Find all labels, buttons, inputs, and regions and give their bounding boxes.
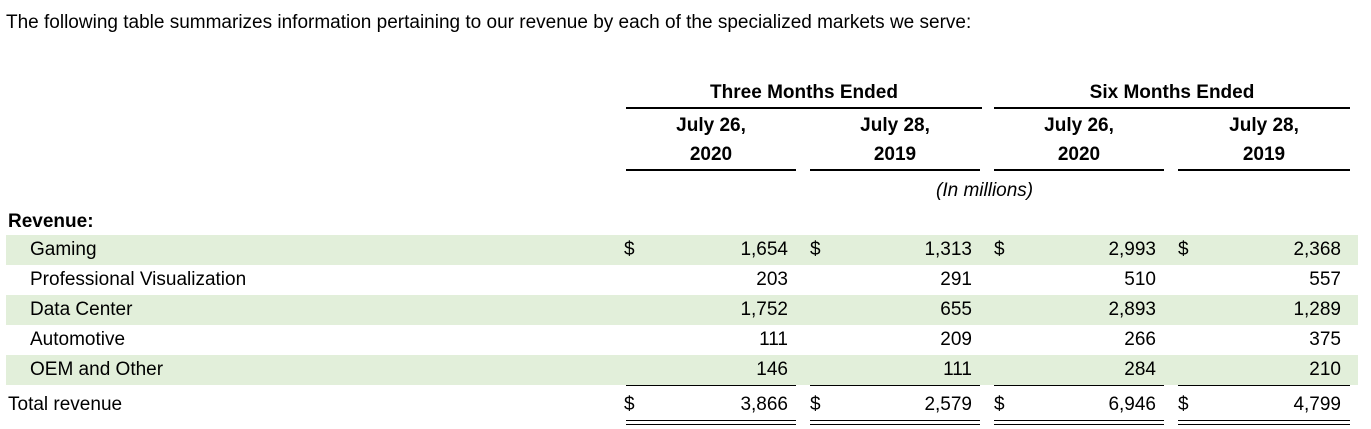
section-label-revenue: Revenue: bbox=[8, 211, 94, 232]
cell-value: 209 bbox=[940, 329, 972, 350]
subtotal-rule bbox=[626, 385, 796, 386]
cell-value: 375 bbox=[1309, 329, 1341, 350]
currency-symbol: $ bbox=[810, 394, 821, 415]
intro-text: The following table summarizes informati… bbox=[6, 12, 972, 33]
cell-value: 284 bbox=[1124, 359, 1156, 380]
column-header-line2: 2020 bbox=[689, 144, 733, 165]
cell-value: 1,752 bbox=[740, 299, 788, 320]
cell-value: 2,579 bbox=[924, 394, 972, 415]
row-label: Professional Visualization bbox=[30, 269, 247, 290]
column-rule bbox=[994, 169, 1164, 171]
column-header-q-2019: July 28, 2019 bbox=[810, 111, 980, 169]
table-row-automotive: Automotive 111 209 266 375 bbox=[6, 325, 1358, 355]
cell-value: 3,866 bbox=[740, 394, 788, 415]
column-header-ytd-2020: July 26, 2020 bbox=[994, 111, 1164, 169]
column-header-line2: 2019 bbox=[1242, 144, 1286, 165]
table-row-oem-and-other: OEM and Other 146 111 284 210 bbox=[6, 355, 1358, 385]
cell-value: 111 bbox=[943, 359, 972, 380]
currency-symbol: $ bbox=[624, 394, 635, 415]
table-row-gaming: Gaming $ 1,654 $ 1,313 $ 2,993 $ 2,368 bbox=[6, 235, 1358, 265]
group-header-six-months: Six Months Ended bbox=[1089, 82, 1255, 103]
column-header-line1: July 28, bbox=[1229, 115, 1299, 136]
cell-value: 2,993 bbox=[1108, 239, 1156, 260]
column-header-line1: July 26, bbox=[676, 115, 746, 136]
column-header-q-2020: July 26, 2020 bbox=[626, 111, 796, 169]
cell-value: 111 bbox=[759, 329, 788, 350]
row-label: Gaming bbox=[30, 239, 97, 260]
currency-symbol: $ bbox=[994, 394, 1005, 415]
units-label: (In millions) bbox=[936, 180, 1034, 201]
currency-symbol: $ bbox=[994, 239, 1005, 260]
row-label: OEM and Other bbox=[30, 359, 164, 380]
table-row-data-center: Data Center 1,752 655 2,893 1,289 bbox=[6, 295, 1358, 325]
currency-symbol: $ bbox=[1178, 394, 1189, 415]
table-row-total-revenue: Total revenue $ 3,866 $ 2,579 $ 6,946 $ … bbox=[6, 390, 1358, 420]
column-rule bbox=[810, 169, 980, 171]
subtotal-rule bbox=[810, 385, 980, 386]
column-rule bbox=[626, 169, 796, 171]
total-double-rule bbox=[994, 420, 1164, 425]
subtotal-rule bbox=[1178, 385, 1350, 386]
cell-value: 203 bbox=[756, 269, 788, 290]
cell-value: 1,313 bbox=[924, 239, 972, 260]
column-rule bbox=[1178, 169, 1350, 171]
total-double-rule bbox=[1178, 420, 1350, 425]
row-label: Automotive bbox=[30, 329, 126, 350]
group-rule-three-months bbox=[626, 107, 982, 109]
cell-value: 4,799 bbox=[1293, 394, 1341, 415]
cell-value: 557 bbox=[1309, 269, 1341, 290]
cell-value: 6,946 bbox=[1108, 394, 1156, 415]
column-header-line1: July 28, bbox=[860, 115, 930, 136]
row-label: Data Center bbox=[30, 299, 133, 320]
currency-symbol: $ bbox=[624, 239, 635, 260]
cell-value: 291 bbox=[940, 269, 972, 290]
group-rule-six-months bbox=[994, 107, 1350, 109]
group-header-three-months: Three Months Ended bbox=[710, 82, 898, 103]
total-double-rule bbox=[810, 420, 980, 425]
cell-value: 2,893 bbox=[1108, 299, 1156, 320]
column-header-line2: 2020 bbox=[1057, 144, 1101, 165]
table-row-professional-visualization: Professional Visualization 203 291 510 5… bbox=[6, 265, 1358, 295]
total-double-rule bbox=[626, 420, 796, 425]
currency-symbol: $ bbox=[1178, 239, 1189, 260]
cell-value: 655 bbox=[940, 299, 972, 320]
cell-value: 510 bbox=[1124, 269, 1156, 290]
row-label: Total revenue bbox=[8, 394, 123, 415]
column-header-line2: 2019 bbox=[873, 144, 917, 165]
subtotal-rule bbox=[994, 385, 1164, 386]
cell-value: 2,368 bbox=[1293, 239, 1341, 260]
currency-symbol: $ bbox=[810, 239, 821, 260]
column-header-ytd-2019: July 28, 2019 bbox=[1178, 111, 1350, 169]
cell-value: 146 bbox=[756, 359, 788, 380]
cell-value: 1,654 bbox=[740, 239, 788, 260]
cell-value: 210 bbox=[1309, 359, 1341, 380]
cell-value: 266 bbox=[1124, 329, 1156, 350]
cell-value: 1,289 bbox=[1293, 299, 1341, 320]
column-header-line1: July 26, bbox=[1044, 115, 1114, 136]
